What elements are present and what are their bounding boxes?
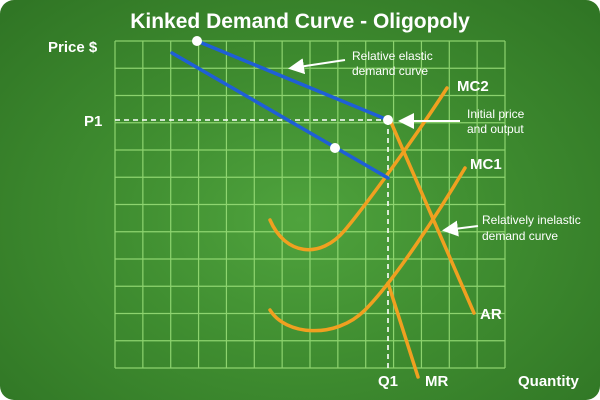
- price-p1-label: P1: [84, 113, 102, 130]
- mr-curve-lower: [386, 281, 420, 379]
- elastic-demand-curve: [195, 39, 390, 122]
- mc2-curve: [268, 86, 449, 252]
- mc1-label: MC1: [470, 156, 502, 173]
- elastic-annotation-line2: demand curve: [352, 64, 428, 78]
- mr-label: MR: [425, 373, 448, 390]
- y-axis-label: Price $: [48, 39, 98, 56]
- kink-point: [383, 115, 393, 125]
- quantity-q1-label: Q1: [378, 373, 398, 390]
- kink-annotation-line1: Initial price: [467, 107, 525, 121]
- elastic-annotation-line1: Relative elastic: [352, 49, 433, 63]
- ar-label: AR: [480, 306, 502, 323]
- mc2-label: MC2: [457, 78, 489, 95]
- inelastic-annotation-line1: Relatively inelastic: [482, 213, 581, 227]
- inelastic-arrow: [442, 220, 479, 237]
- chart-title: Kinked Demand Curve - Oligopoly: [130, 10, 470, 33]
- kink-annotation-line2: and output: [467, 122, 524, 136]
- x-axis-label: Quantity: [518, 373, 579, 390]
- mr-curve-upper: [170, 51, 390, 180]
- mr-midpoint: [330, 143, 340, 153]
- mc1-curve: [268, 166, 467, 333]
- elastic-arrow: [288, 58, 346, 75]
- demand-start-point: [192, 36, 202, 46]
- inelastic-annotation-line2: demand curve: [482, 229, 558, 243]
- ar-curve-inelastic: [388, 118, 476, 315]
